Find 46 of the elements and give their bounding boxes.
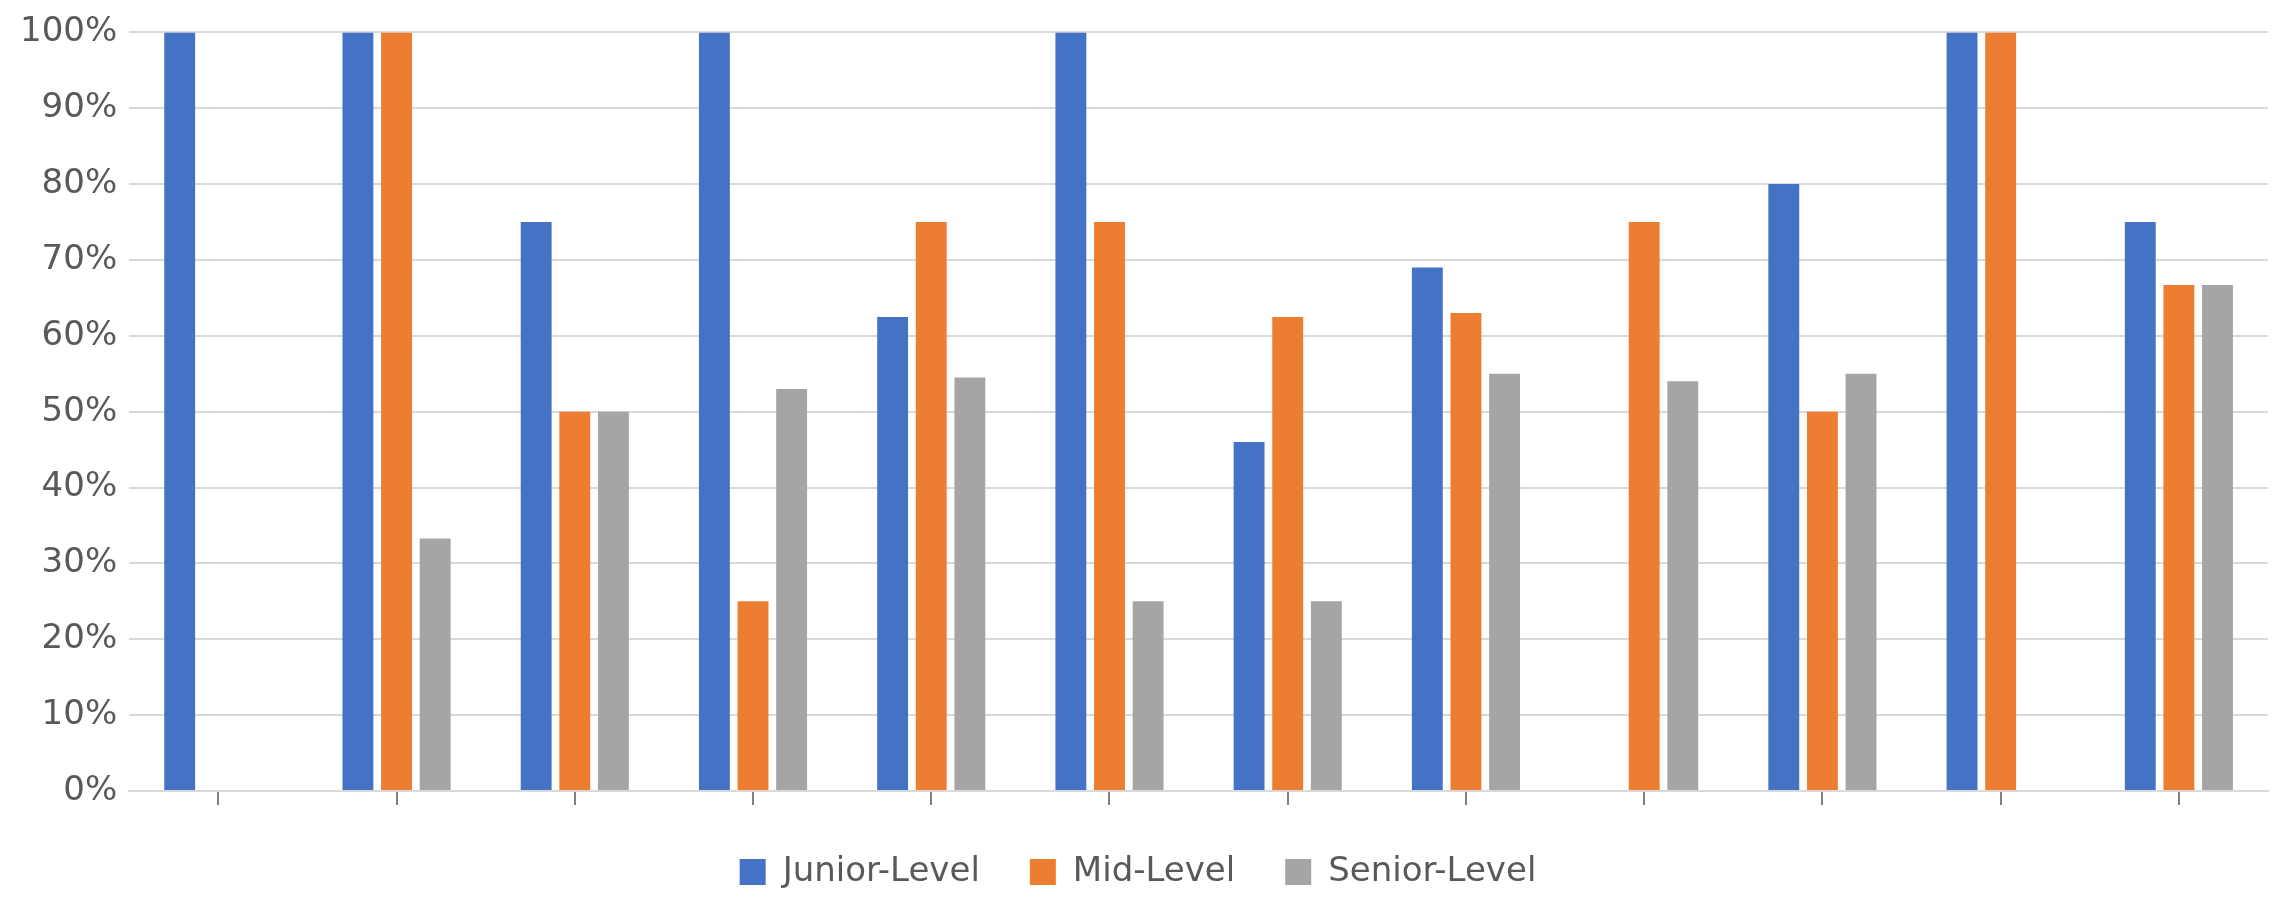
bar (2163, 285, 2195, 790)
bar (1055, 32, 1087, 790)
bar (915, 222, 947, 790)
bar (776, 388, 808, 790)
bar (164, 32, 196, 790)
bar (1233, 442, 1265, 790)
bar (1132, 601, 1164, 790)
bar (2124, 222, 2156, 790)
bar (381, 32, 412, 790)
bar (1985, 32, 2017, 790)
bar (1806, 411, 1838, 790)
bar (737, 601, 769, 790)
bar (559, 411, 591, 790)
y-tick-label: 70% (41, 236, 118, 277)
bar (2202, 285, 2233, 790)
bar (1946, 32, 1978, 790)
bar (1411, 267, 1443, 790)
bar (520, 222, 552, 790)
bar (1845, 373, 1877, 790)
bar (698, 32, 730, 790)
y-tick-label: 100% (20, 9, 118, 50)
y-tick-label: 20% (41, 616, 118, 657)
bar (1272, 316, 1304, 790)
bar (1667, 381, 1699, 790)
bar (1310, 601, 1342, 790)
bar (877, 316, 909, 790)
y-tick-label: 30% (41, 540, 118, 581)
legend-label: Junior-Level (780, 848, 980, 889)
y-tick-label: 10% (41, 691, 118, 732)
bar (1094, 222, 1125, 790)
bar (1489, 373, 1521, 790)
y-tick-label: 90% (41, 85, 118, 126)
bar (1628, 222, 1660, 790)
bar (597, 411, 629, 790)
bar (1450, 313, 1482, 790)
legend-label: Senior-Level (1328, 848, 1537, 889)
y-tick-label: 40% (41, 464, 118, 505)
y-tick-label: 0% (63, 767, 118, 808)
legend-label: Mid-Level (1072, 848, 1236, 889)
bar (1768, 184, 1800, 790)
bar (954, 377, 986, 790)
y-tick-label: 60% (41, 312, 118, 353)
bar (419, 538, 451, 790)
bar (342, 32, 374, 790)
y-tick-label: 80% (41, 160, 118, 201)
y-tick-label: 50% (41, 388, 118, 429)
